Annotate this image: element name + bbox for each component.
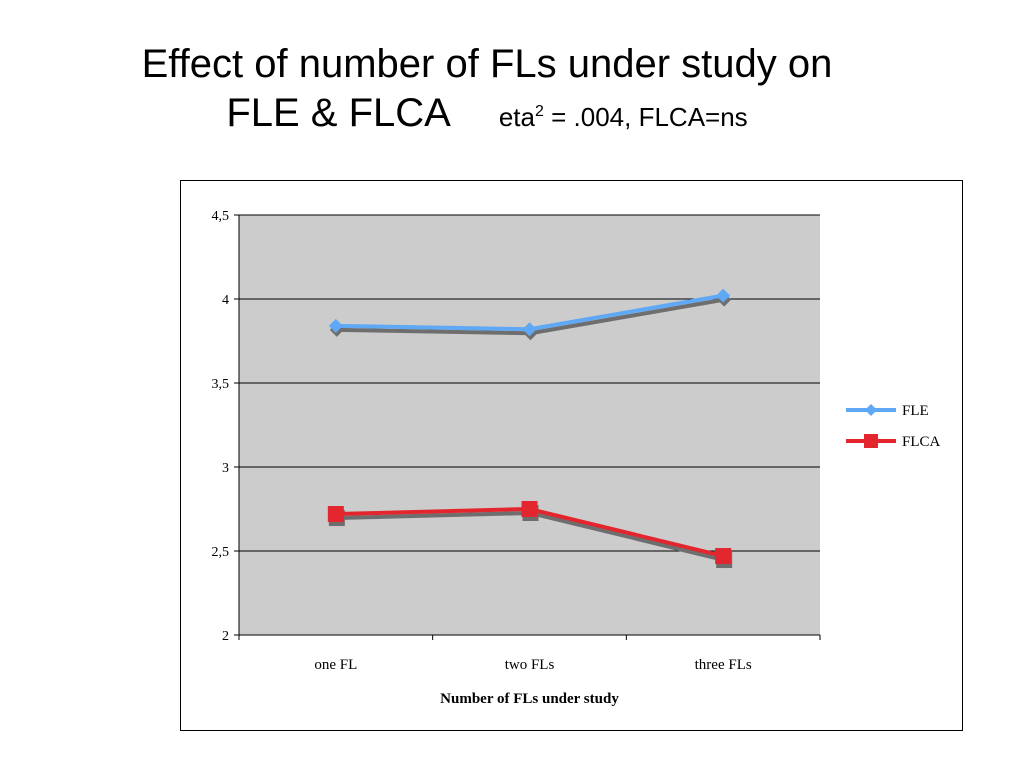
- series-group: [327, 288, 733, 569]
- data-point-fle-2: [522, 322, 537, 337]
- data-point-flca-1: [327, 506, 344, 523]
- y-tick-label: 3: [222, 461, 229, 476]
- legend-label: FLCA: [902, 434, 941, 450]
- stats-annotation: eta2 = .004, FLCA=ns: [499, 88, 748, 141]
- x-axis-label: Number of FLs under study: [440, 691, 619, 707]
- title-line-2: FLE & FLCA: [226, 91, 451, 135]
- x-axis-ticks: one FL two FLs three FLs: [238, 635, 821, 673]
- stats-prefix: eta: [498, 102, 535, 132]
- plot-area: [239, 215, 820, 635]
- title-line-1: Effect of number of FLs under study on: [141, 42, 833, 86]
- slide-title: Effect of number of FLs under study on F…: [0, 40, 974, 141]
- y-tick-label: 4: [222, 293, 229, 308]
- x-tick-label: two FLs: [505, 657, 555, 673]
- legend-item-flca: FLCA: [846, 434, 941, 450]
- legend-item-fle: FLE: [846, 403, 929, 419]
- legend-marker: [864, 434, 878, 448]
- title-line-2-row: FLE & FLCA eta2 = .004, FLCA=ns: [0, 88, 974, 141]
- data-point-fle-1: [328, 318, 343, 333]
- legend-marker: [865, 404, 877, 416]
- y-tick-label: 3,5: [212, 377, 230, 392]
- stats-suffix: = .004, FLCA=ns: [543, 102, 748, 132]
- x-tick-label: three FLs: [695, 657, 752, 673]
- series-fle: [328, 288, 732, 341]
- data-point-fle-3: [716, 288, 731, 303]
- stats-superscript: 2: [534, 103, 544, 120]
- legend: FLE FLCA: [846, 403, 941, 450]
- data-point-flca-3: [715, 548, 732, 565]
- chart-frame: 2 2,5 3 3,5 4 4,5 one FL two FLs three FLs Numb…: [180, 180, 963, 731]
- data-point-flca-2: [521, 501, 538, 517]
- y-axis-ticks: 2 2,5 3 3,5 4 4,5: [212, 209, 239, 644]
- legend-label: FLE: [902, 403, 929, 419]
- x-tick-label: one FL: [314, 657, 357, 673]
- line-chart: 2 2,5 3 3,5 4 4,5 one FL two FLs three FLs Numb…: [212, 209, 941, 707]
- axes: [238, 215, 820, 636]
- series-flca: [327, 501, 733, 569]
- y-tick-label: 4,5: [212, 209, 230, 224]
- y-tick-label: 2,5: [212, 545, 230, 560]
- y-tick-label: 2: [222, 629, 229, 644]
